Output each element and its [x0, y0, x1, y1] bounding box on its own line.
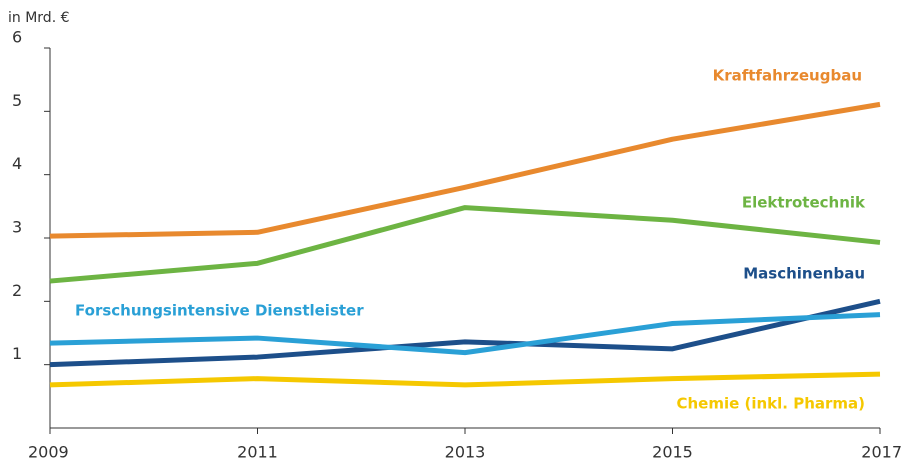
y-tick-label: 6 [12, 28, 22, 47]
y-tick-label: 1 [12, 344, 22, 363]
y-tick-label: 3 [12, 218, 22, 237]
series-line [49, 371, 881, 388]
series-line [49, 205, 881, 284]
series-label: Kraftfahrzeugbau [713, 67, 862, 85]
series-line [49, 101, 881, 239]
series-label: Chemie (inkl. Pharma) [676, 395, 865, 413]
y-tick-label: 4 [12, 154, 22, 173]
x-tick-label: 2009 [28, 443, 69, 462]
series-label: Maschinenbau [743, 265, 865, 283]
y-axis-label: in Mrd. € [8, 10, 70, 26]
series-line [49, 312, 881, 356]
x-tick-label: 2013 [445, 443, 486, 462]
series-label: Forschungsintensive Dienstleister [75, 302, 364, 320]
x-tick-label: 2011 [237, 443, 278, 462]
x-tick-label: 2017 [861, 443, 902, 462]
series-label: Elektrotechnik [742, 194, 866, 212]
y-tick-label: 5 [12, 91, 22, 110]
x-tick-label: 2015 [652, 443, 693, 462]
y-tick-label: 2 [12, 281, 22, 300]
series-line [49, 298, 881, 368]
